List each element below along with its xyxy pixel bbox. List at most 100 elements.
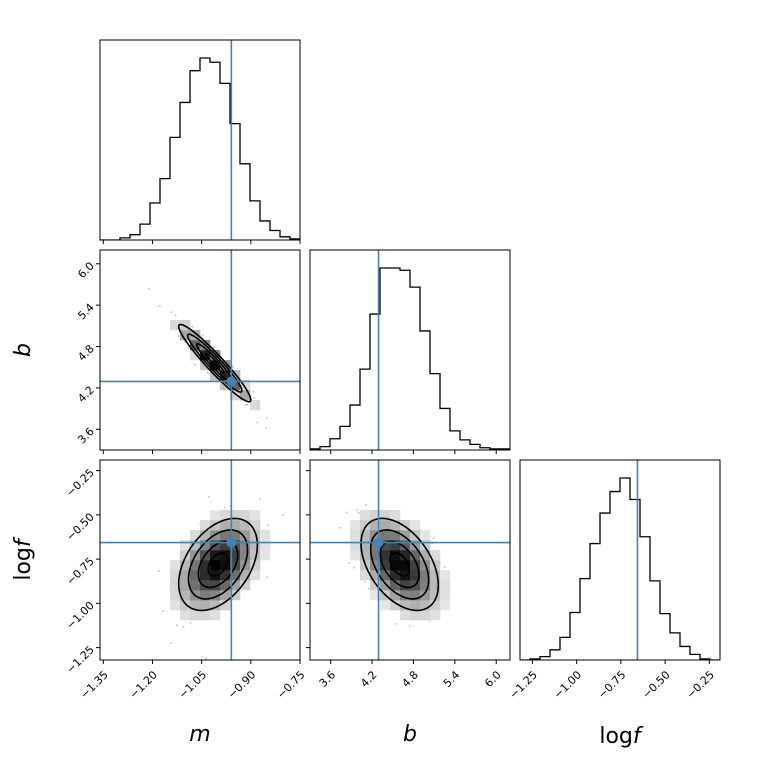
scatter-point [252, 390, 255, 393]
density-cell [210, 560, 221, 571]
density-cell [220, 370, 231, 381]
scatter-point [201, 334, 204, 337]
contour-line [177, 323, 252, 403]
contour-line [369, 529, 430, 600]
histogram-bars [100, 40, 300, 240]
density-cell [410, 520, 421, 531]
panel-frame [309, 459, 511, 661]
density-cell [200, 570, 211, 581]
density-cell [380, 510, 391, 521]
x-tick-label-logf: −0.50 [640, 668, 673, 701]
density-cell [190, 340, 201, 351]
density-cell [410, 590, 421, 601]
density-cell [370, 580, 381, 591]
y-tick-label-b: 5.4 [75, 301, 97, 323]
density-cell [210, 600, 221, 611]
x-axis-label-m: m [189, 722, 210, 747]
density-cell [200, 350, 211, 361]
histogram-panel-logf [519, 459, 721, 664]
contour-line [195, 343, 234, 384]
x-tick-label-logf: −0.25 [684, 668, 717, 701]
density-cell [390, 570, 401, 581]
density-cell [360, 530, 371, 541]
density-cell [180, 550, 191, 561]
density-cell [230, 380, 241, 391]
density-cell [250, 400, 261, 411]
panel-frame [99, 39, 301, 241]
density-cell [400, 600, 411, 611]
scatter-point [162, 610, 165, 612]
density-cell [250, 540, 261, 551]
density-cell [170, 320, 181, 331]
density-cell [170, 560, 181, 571]
scatter-point [443, 566, 446, 568]
density-cell [230, 580, 241, 591]
scatter-point [394, 623, 397, 625]
density-cell [190, 560, 201, 571]
density-cell [240, 530, 251, 541]
scatter-point [176, 624, 178, 627]
contour-line [207, 552, 229, 577]
scatter-point [409, 625, 411, 628]
density-cell [390, 560, 401, 571]
scatter-point [244, 403, 247, 406]
panel-background [520, 460, 720, 660]
density-cell [390, 580, 401, 591]
density-cell [180, 320, 191, 331]
scatter-point [364, 503, 367, 506]
scatter-point [223, 506, 226, 509]
density-cell [400, 540, 411, 551]
x-tick-label-m: −1.20 [127, 668, 160, 701]
scatter-point [206, 371, 209, 374]
histogram-bars [310, 250, 510, 450]
scatter-point [266, 576, 269, 579]
density-cell [400, 610, 411, 621]
density-cell [370, 560, 381, 571]
density-cell [410, 560, 421, 571]
scatter-point [266, 417, 269, 420]
density-cell [240, 550, 251, 561]
y-axis-label-b: b [11, 343, 36, 357]
density-cell [390, 520, 401, 531]
density-cell [210, 360, 221, 371]
scatter-point [345, 511, 348, 514]
density-cell [200, 540, 211, 551]
x-tick-label-b: 6.0 [482, 668, 504, 690]
density-cell [200, 530, 211, 541]
y-tick-label-b: 6.0 [75, 259, 97, 281]
density-cell [220, 550, 231, 561]
density-cell [380, 530, 391, 541]
density-cell [390, 550, 401, 561]
scatter-point [432, 537, 435, 540]
density-cell [170, 580, 181, 591]
density-cell [220, 520, 231, 531]
density-cell [230, 530, 241, 541]
axis-label-log: log [11, 547, 36, 581]
density-cell [420, 530, 431, 541]
scatter-point [212, 346, 215, 349]
density-cell [240, 580, 251, 591]
density-cell [220, 530, 231, 541]
density-cell [380, 580, 391, 591]
contour-line [187, 529, 249, 600]
scatter-point [246, 403, 249, 406]
density-cell [430, 610, 441, 621]
density-cell [230, 520, 241, 531]
y-axis-label-logf: logf [11, 536, 36, 581]
density-panel-b-logf [306, 459, 511, 664]
scatter-point [339, 526, 342, 529]
density-cell [360, 520, 371, 531]
density-cell [230, 590, 241, 601]
x-tick-label-logf: −1.25 [507, 668, 540, 701]
x-axis-label-b: b [403, 722, 417, 747]
histogram-bars [520, 460, 720, 660]
density-cell [220, 540, 231, 551]
scatter-point [189, 622, 192, 624]
contour-line [360, 517, 440, 612]
density-cell [180, 590, 191, 601]
scatter-point [194, 363, 197, 366]
density-cell [210, 580, 221, 591]
density-cell [180, 540, 191, 551]
density-cell [440, 590, 451, 601]
x-tick-label-m: −0.90 [225, 668, 258, 701]
